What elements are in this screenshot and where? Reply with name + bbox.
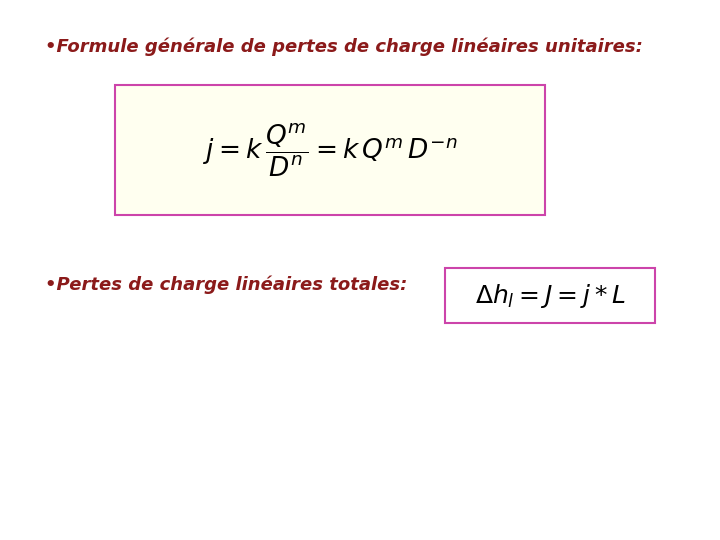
Text: $j = k\,\dfrac{Q^m}{D^n} = k\,Q^m\,D^{-n}$: $j = k\,\dfrac{Q^m}{D^n} = k\,Q^m\,D^{-n… (202, 122, 457, 179)
FancyBboxPatch shape (445, 268, 655, 323)
Text: $\Delta h_l =J = j * L$: $\Delta h_l =J = j * L$ (474, 282, 626, 310)
Text: •Pertes de charge linéaires totales:: •Pertes de charge linéaires totales: (45, 275, 408, 294)
Text: •Formule générale de pertes de charge linéaires unitaires:: •Formule générale de pertes de charge li… (45, 37, 643, 56)
FancyBboxPatch shape (115, 85, 545, 215)
